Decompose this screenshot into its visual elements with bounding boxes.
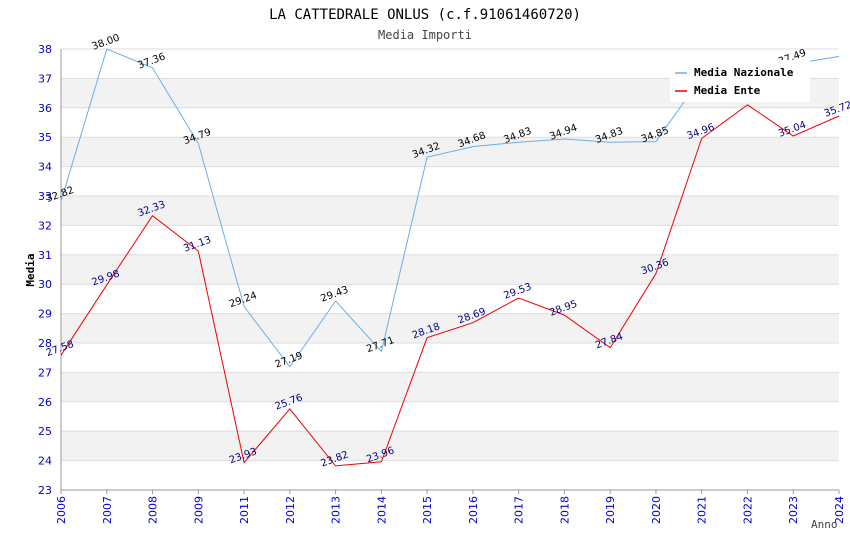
x-tick-label: 2020 xyxy=(650,496,663,524)
legend-label-nazionale: Media Nazionale xyxy=(694,66,794,79)
x-tick-label: 2008 xyxy=(147,496,160,524)
chart-subtitle: Media Importi xyxy=(378,28,472,42)
y-axis-title: Media xyxy=(24,253,37,286)
y-tick-label: 31 xyxy=(38,249,52,262)
y-tick-label: 32 xyxy=(38,219,52,232)
chart-title: LA CATTEDRALE ONLUS (c.f.91061460720) xyxy=(269,7,581,23)
y-tick-label: 36 xyxy=(38,102,52,115)
grid-band xyxy=(61,401,839,432)
grid-band xyxy=(61,460,839,490)
y-tick-label: 27 xyxy=(38,366,52,379)
y-tick-label: 34 xyxy=(38,161,52,174)
x-tick-label: 2014 xyxy=(375,496,388,524)
grid-band xyxy=(61,254,839,285)
grid-band xyxy=(61,107,839,138)
legend: Media Nazionale Media Ente xyxy=(670,60,810,102)
y-tick-label: 24 xyxy=(38,455,52,468)
legend-label-ente: Media Ente xyxy=(694,84,761,97)
legend-box xyxy=(670,60,810,102)
y-tick-label: 28 xyxy=(38,337,52,350)
y-tick-label: 29 xyxy=(38,308,52,321)
x-tick-label: 2018 xyxy=(558,496,571,524)
x-tick-label: 2013 xyxy=(330,496,343,524)
x-tick-label: 2021 xyxy=(696,496,709,524)
y-axis-ticks: 23 24 25 26 27 28 29 30 31 32 33 34 35 36 37 38 xyxy=(38,43,52,497)
gridlines xyxy=(61,48,839,491)
grid-band xyxy=(61,343,839,373)
series-line-ente xyxy=(60,104,840,467)
y-tick-label: 37 xyxy=(38,72,52,85)
x-tick-label: 2023 xyxy=(787,496,800,524)
y-tick-label: 35 xyxy=(38,131,52,144)
grid-band xyxy=(61,372,839,402)
x-tick-label: 2006 xyxy=(55,496,68,524)
x-axis-title: Anno xyxy=(811,518,838,531)
x-tick-label: 2007 xyxy=(101,496,114,524)
x-tick-label: 2012 xyxy=(284,496,297,524)
y-tick-label: 25 xyxy=(38,425,52,438)
y-tick-label: 26 xyxy=(38,396,52,409)
y-tick-label: 38 xyxy=(38,43,52,56)
plot-background xyxy=(61,49,839,490)
grid-band xyxy=(61,196,839,226)
x-tick-label: 2024 xyxy=(833,496,846,524)
x-tick-label: 2022 xyxy=(741,496,754,524)
y-tick-label: 33 xyxy=(38,190,52,203)
x-axis-ticks: 2006 2007 2008 2009 2011 2012 2013 2014 2015 2016… xyxy=(55,490,846,524)
x-tick-label: 2011 xyxy=(238,496,251,524)
grid-band xyxy=(61,166,839,196)
grid-band xyxy=(61,284,839,314)
y-tick-label: 23 xyxy=(38,484,52,497)
grid-band xyxy=(61,225,839,255)
x-tick-label: 2017 xyxy=(513,496,526,524)
x-tick-label: 2019 xyxy=(604,496,617,524)
y-tick-label: 30 xyxy=(38,278,52,291)
x-tick-label: 2009 xyxy=(192,496,205,524)
x-tick-label: 2016 xyxy=(467,496,480,524)
grid-band xyxy=(61,313,839,343)
x-tick-label: 2015 xyxy=(421,496,434,524)
grid-band xyxy=(61,431,839,461)
